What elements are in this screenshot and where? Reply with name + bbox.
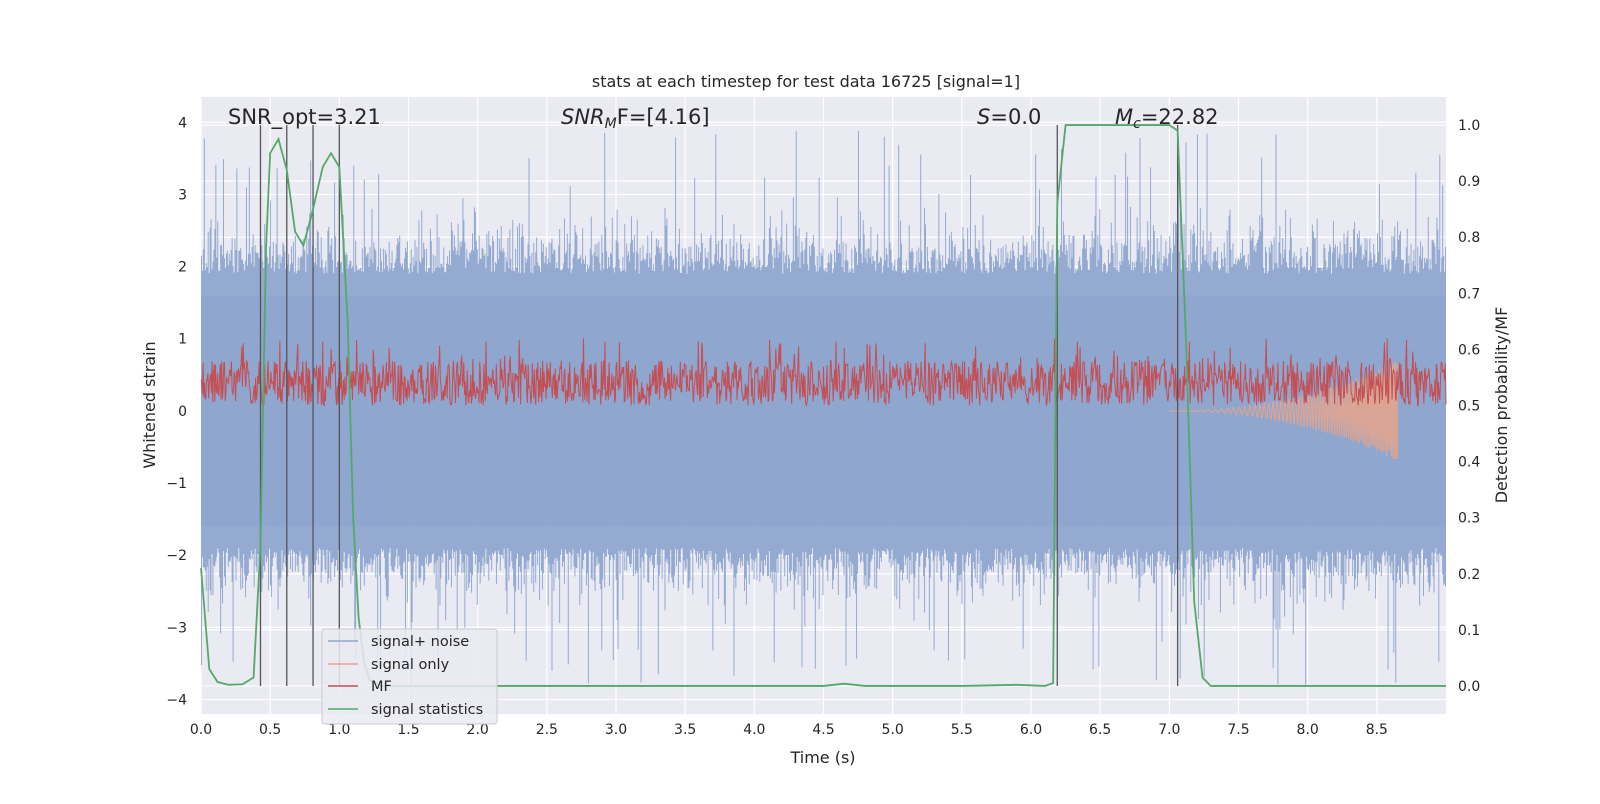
x-tick-label: 5.0 (882, 722, 904, 738)
y-left-tick-label: −2 (166, 548, 187, 564)
y-left-tick-label: −1 (166, 476, 187, 492)
annotation-s-rest: =0.0 (990, 105, 1041, 129)
annotation-snr-mf-main: SNR (561, 105, 605, 129)
x-tick-label: 2.0 (467, 722, 489, 738)
x-tick-label: 0.0 (190, 722, 212, 738)
x-tick-label: 7.0 (1158, 722, 1180, 738)
annotation-s-italic: S (977, 105, 990, 129)
annotation-mc-main: M (1115, 105, 1133, 129)
x-tick-label: 3.0 (605, 722, 627, 738)
legend-label-signal-statistics: signal statistics (371, 702, 483, 718)
y-right-axis-label: Detection probability/MF (1492, 307, 1511, 504)
y-left-axis-label: Whitened strain (140, 341, 159, 468)
y-right-tick-label: 0.3 (1458, 511, 1480, 527)
y-right-tick-label: 0.9 (1458, 174, 1480, 190)
marker-lines (259, 125, 1179, 686)
y-right-tick-label: 1.0 (1458, 118, 1480, 134)
y-left-tick-label: −3 (166, 620, 187, 636)
y-right-tick-label: 0.6 (1458, 342, 1480, 358)
y-left-tick-label: 4 (178, 115, 187, 131)
x-tick-label: 6.5 (1089, 722, 1111, 738)
y-left-tick-label: 1 (178, 332, 187, 348)
chart-title: stats at each timestep for test data 167… (592, 72, 1020, 91)
x-tick-labels: 0.0 0.5 1.0 1.5 2.0 2.5 3.0 3.5 4.0 4.5 5.0 5.5 6.0 6… (190, 722, 1388, 738)
x-tick-label: 8.0 (1297, 722, 1319, 738)
mf-series (200, 338, 1447, 408)
legend: signal+ noise signal only MF signal stat… (321, 628, 498, 725)
annotation-mc: Mc=22.82 (1115, 105, 1219, 132)
x-tick-label: 8.5 (1366, 722, 1388, 738)
y-left-tick-labels: 4 3 2 1 0 −1 −2 −3 −4 (166, 115, 187, 708)
annotation-snr-mf-sub: M (605, 116, 617, 132)
y-right-tick-label: 0.4 (1458, 455, 1480, 471)
y-right-tick-labels: 1.0 0.9 0.8 0.7 0.6 0.5 0.4 0.3 0.2 0.1 0.0 (1458, 118, 1480, 695)
x-tick-label: 4.0 (743, 722, 765, 738)
x-tick-label: 1.0 (328, 722, 350, 738)
x-tick-label: 1.5 (397, 722, 419, 738)
signal-only-series (1169, 362, 1399, 460)
y-right-tick-label: 0.1 (1458, 623, 1480, 639)
annotation-snr-mf-rest: F=[4.16] (617, 105, 710, 129)
x-tick-label: 2.5 (536, 722, 558, 738)
annotation-mc-sub: c (1133, 116, 1141, 132)
y-right-tick-label: 0.0 (1458, 679, 1480, 695)
x-tick-label: 3.5 (674, 722, 696, 738)
annotation-mc-rest: =22.82 (1141, 105, 1219, 129)
legend-box (321, 628, 498, 725)
y-left-tick-label: −4 (166, 693, 187, 709)
y-right-tick-label: 0.8 (1458, 230, 1480, 246)
y-right-tick-label: 0.5 (1458, 399, 1480, 415)
y-left-tick-label: 0 (178, 404, 187, 420)
signal-noise-series (200, 131, 1447, 685)
signal-noise-core (201, 295, 1446, 527)
x-tick-label: 4.5 (812, 722, 834, 738)
annotation-snr-mf: SNRMF=[4.16] (561, 105, 710, 132)
annotation-s: S=0.0 (977, 105, 1041, 129)
x-tick-label: 7.5 (1227, 722, 1249, 738)
mf-line (200, 338, 1447, 408)
x-axis-label: Time (s) (789, 748, 855, 767)
x-tick-label: 0.5 (259, 722, 281, 738)
signal-only-line (1169, 362, 1399, 460)
legend-label-signal-noise: signal+ noise (371, 634, 469, 650)
y-right-tick-label: 0.7 (1458, 286, 1480, 302)
legend-label-mf: MF (371, 679, 392, 695)
y-left-tick-label: 3 (178, 187, 187, 203)
x-tick-label: 5.5 (951, 722, 973, 738)
annotation-snr-opt: SNR_opt=3.21 (228, 105, 381, 130)
x-tick-label: 6.0 (1020, 722, 1042, 738)
y-left-tick-label: 2 (178, 260, 187, 276)
legend-label-signal-only: signal only (371, 657, 450, 673)
y-right-tick-label: 0.2 (1458, 567, 1480, 583)
